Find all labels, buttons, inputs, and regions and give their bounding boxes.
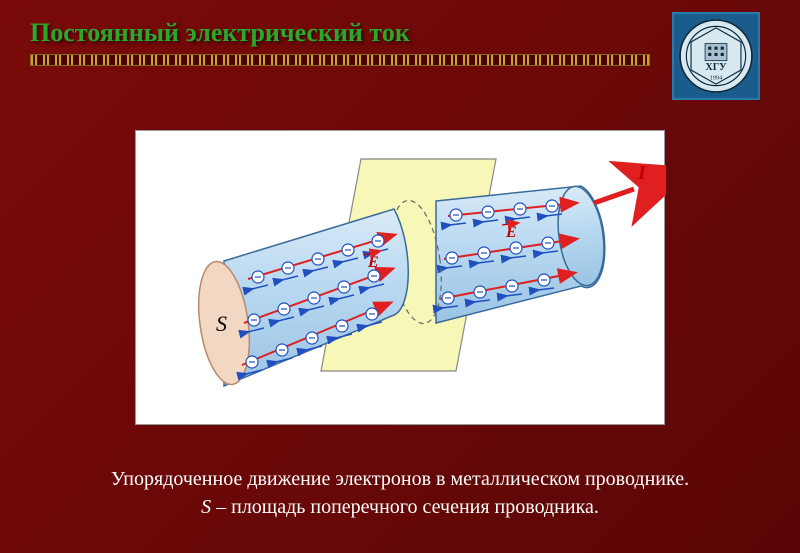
caption-line1: Упорядоченное движение электронов в мета… [0, 465, 800, 493]
current-arrow: I [594, 162, 647, 203]
label-E-front: E [367, 254, 379, 271]
label-I: I [637, 162, 647, 184]
greek-key-border [30, 54, 650, 66]
logo-text: ХГУ [705, 62, 727, 73]
logo-year: 1994 [710, 74, 723, 81]
slide-title: Постоянный электрический ток [30, 18, 770, 48]
label-S: S [216, 311, 227, 336]
caption-line2-rest: – площадь поперечного сечения проводника… [211, 496, 599, 518]
university-logo: ХГУ 1994 [672, 12, 760, 100]
conductor-diagram: E [135, 130, 665, 425]
caption-line2: S – площадь поперечного сечения проводни… [0, 493, 800, 521]
label-E-rear: E [505, 224, 517, 241]
caption: Упорядоченное движение электронов в мета… [0, 465, 800, 521]
caption-S-symbol: S [201, 496, 211, 518]
